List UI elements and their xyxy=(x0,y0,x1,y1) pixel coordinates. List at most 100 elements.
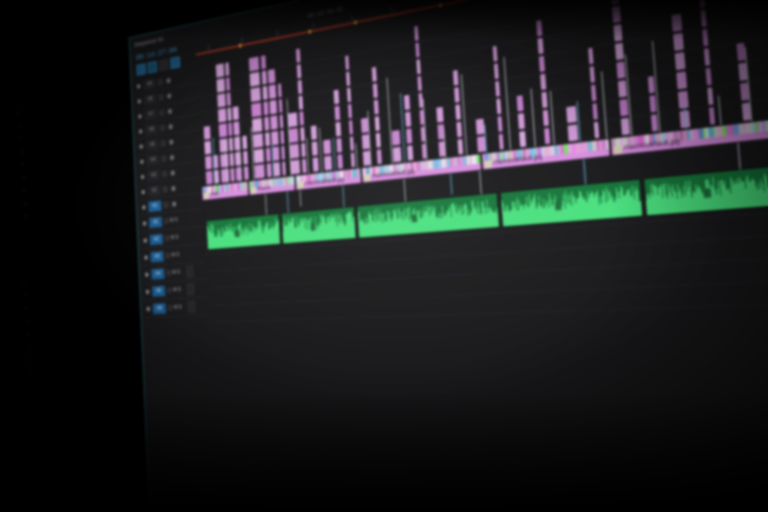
ripple-edit-tool-icon[interactable] xyxy=(17,136,23,142)
video-clip-stacked[interactable] xyxy=(250,86,261,103)
snap-toggle-button[interactable] xyxy=(136,63,146,76)
video-clip-stacked[interactable] xyxy=(674,51,686,71)
video-clip-stacked[interactable] xyxy=(336,137,343,153)
video-clip-stacked[interactable] xyxy=(205,170,213,185)
video-clip-stacked[interactable] xyxy=(265,147,272,162)
video-clip-stacked[interactable] xyxy=(741,102,751,121)
video-clip-stacked[interactable] xyxy=(592,102,598,120)
video-clip-stacked[interactable] xyxy=(455,104,461,121)
lock-icon[interactable] xyxy=(163,200,169,209)
video-clip-stacked[interactable] xyxy=(248,56,260,72)
clip-keyframe-pin[interactable] xyxy=(651,40,661,133)
linked-selection-button[interactable] xyxy=(147,60,158,74)
video-clip-stacked[interactable] xyxy=(672,32,685,52)
video-clip-stacked[interactable] xyxy=(296,64,302,79)
video-clip-stacked[interactable] xyxy=(215,63,225,78)
video-clip-stacked[interactable] xyxy=(372,83,378,99)
video-clip-stacked[interactable] xyxy=(375,132,381,148)
video-clip-stacked[interactable] xyxy=(677,90,689,109)
video-clip-stacked[interactable] xyxy=(589,65,596,83)
type-tool-icon[interactable] xyxy=(23,213,29,220)
video-clip-stacked[interactable] xyxy=(281,145,286,160)
lock-icon[interactable] xyxy=(144,287,151,295)
video-clip-stacked[interactable] xyxy=(264,132,271,147)
slip-tool-icon[interactable] xyxy=(19,161,25,168)
eye-icon[interactable] xyxy=(139,172,146,181)
video-clip-stacked[interactable] xyxy=(301,142,306,158)
video-clip-stacked[interactable] xyxy=(497,115,503,133)
video-clip-stacked[interactable] xyxy=(456,121,463,138)
marker-button[interactable] xyxy=(158,58,169,72)
video-clip-stacked[interactable] xyxy=(371,66,377,82)
video-clip-stacked[interactable] xyxy=(738,62,748,82)
video-clip-stacked[interactable] xyxy=(391,129,401,146)
video-clip-stacked[interactable] xyxy=(537,37,544,55)
clip-keyframe-pin[interactable] xyxy=(503,56,512,150)
video-clip-stacked[interactable] xyxy=(299,111,305,126)
track-name-button[interactable]: A3 xyxy=(150,250,164,262)
video-clip-stacked[interactable] xyxy=(261,70,267,85)
track-name-button[interactable]: V7 xyxy=(144,108,158,121)
video-clip-stacked[interactable] xyxy=(301,158,307,174)
pen-tool-icon[interactable] xyxy=(20,174,26,181)
lock-icon[interactable] xyxy=(157,77,164,86)
video-clip-stacked[interactable] xyxy=(476,135,486,153)
video-clip-stacked[interactable] xyxy=(588,47,594,65)
video-clip-stacked[interactable] xyxy=(334,105,341,121)
video-clip-stacked[interactable] xyxy=(228,122,233,137)
video-clip-stacked[interactable] xyxy=(204,140,212,155)
zoom-tool-icon[interactable] xyxy=(22,200,28,207)
video-clip-stacked[interactable] xyxy=(279,114,284,129)
lock-icon[interactable] xyxy=(159,123,166,132)
video-clip-stacked[interactable] xyxy=(567,124,579,142)
track-toggle-group[interactable] xyxy=(171,200,177,207)
video-clip-stacked[interactable] xyxy=(242,150,249,165)
video-clip-stacked[interactable] xyxy=(647,75,655,94)
audio-clip[interactable] xyxy=(644,164,768,216)
video-clip-stacked[interactable] xyxy=(496,98,502,115)
lock-icon[interactable] xyxy=(143,270,150,278)
video-clip-stacked[interactable] xyxy=(262,85,268,101)
video-clip-stacked[interactable] xyxy=(698,0,706,8)
track-name-button[interactable]: V8 xyxy=(143,92,157,106)
track-name-button[interactable]: V5 xyxy=(145,138,159,151)
video-clip-stacked[interactable] xyxy=(705,67,712,86)
video-clip-stacked[interactable] xyxy=(539,73,547,91)
clip-keyframe-pin[interactable] xyxy=(744,47,753,122)
eye-icon[interactable] xyxy=(137,127,144,135)
selection-tool-icon[interactable] xyxy=(15,110,21,116)
video-clip-stacked[interactable] xyxy=(708,106,716,125)
video-clip-stacked[interactable] xyxy=(373,99,379,115)
video-clip-stacked[interactable] xyxy=(249,71,261,87)
video-clip-stacked[interactable] xyxy=(269,99,278,115)
lock-icon[interactable] xyxy=(141,219,148,227)
track-toggle-group[interactable] xyxy=(171,185,176,191)
video-clip-stacked[interactable] xyxy=(495,80,501,97)
video-clip-stacked[interactable] xyxy=(298,95,304,110)
video-clip-stacked[interactable] xyxy=(392,146,402,163)
video-clip-stacked[interactable] xyxy=(228,137,234,152)
video-clip-stacked[interactable] xyxy=(242,135,248,150)
video-clip-stacked[interactable] xyxy=(280,130,285,145)
video-clip-stacked[interactable] xyxy=(617,79,628,98)
video-clip-stacked[interactable] xyxy=(251,117,263,133)
video-clip-stacked[interactable] xyxy=(310,125,318,141)
track-name-button[interactable]: V2 xyxy=(147,184,161,197)
track-toggle-group[interactable] xyxy=(169,138,174,145)
video-clip-stacked[interactable] xyxy=(218,123,228,138)
video-clip-stacked[interactable] xyxy=(543,127,551,145)
track-name-button[interactable]: V1 xyxy=(148,199,162,212)
video-clip-stacked[interactable] xyxy=(620,117,631,136)
clip-keyframe-pin[interactable] xyxy=(717,96,723,125)
video-clip-stacked[interactable] xyxy=(518,130,527,148)
track-toggle-group[interactable] xyxy=(167,92,172,99)
video-clip-stacked[interactable] xyxy=(453,87,460,103)
clip-keyframe-pin[interactable] xyxy=(299,190,302,207)
clip-keyframe-pin[interactable] xyxy=(530,88,537,147)
video-clip-stacked[interactable] xyxy=(333,89,340,105)
video-clip-stacked[interactable] xyxy=(253,148,265,164)
clip-keyframe-pin[interactable] xyxy=(624,54,633,136)
video-clip-stacked[interactable] xyxy=(739,82,750,101)
video-clip-stacked[interactable] xyxy=(542,109,550,127)
video-clip-stacked[interactable] xyxy=(254,164,265,179)
